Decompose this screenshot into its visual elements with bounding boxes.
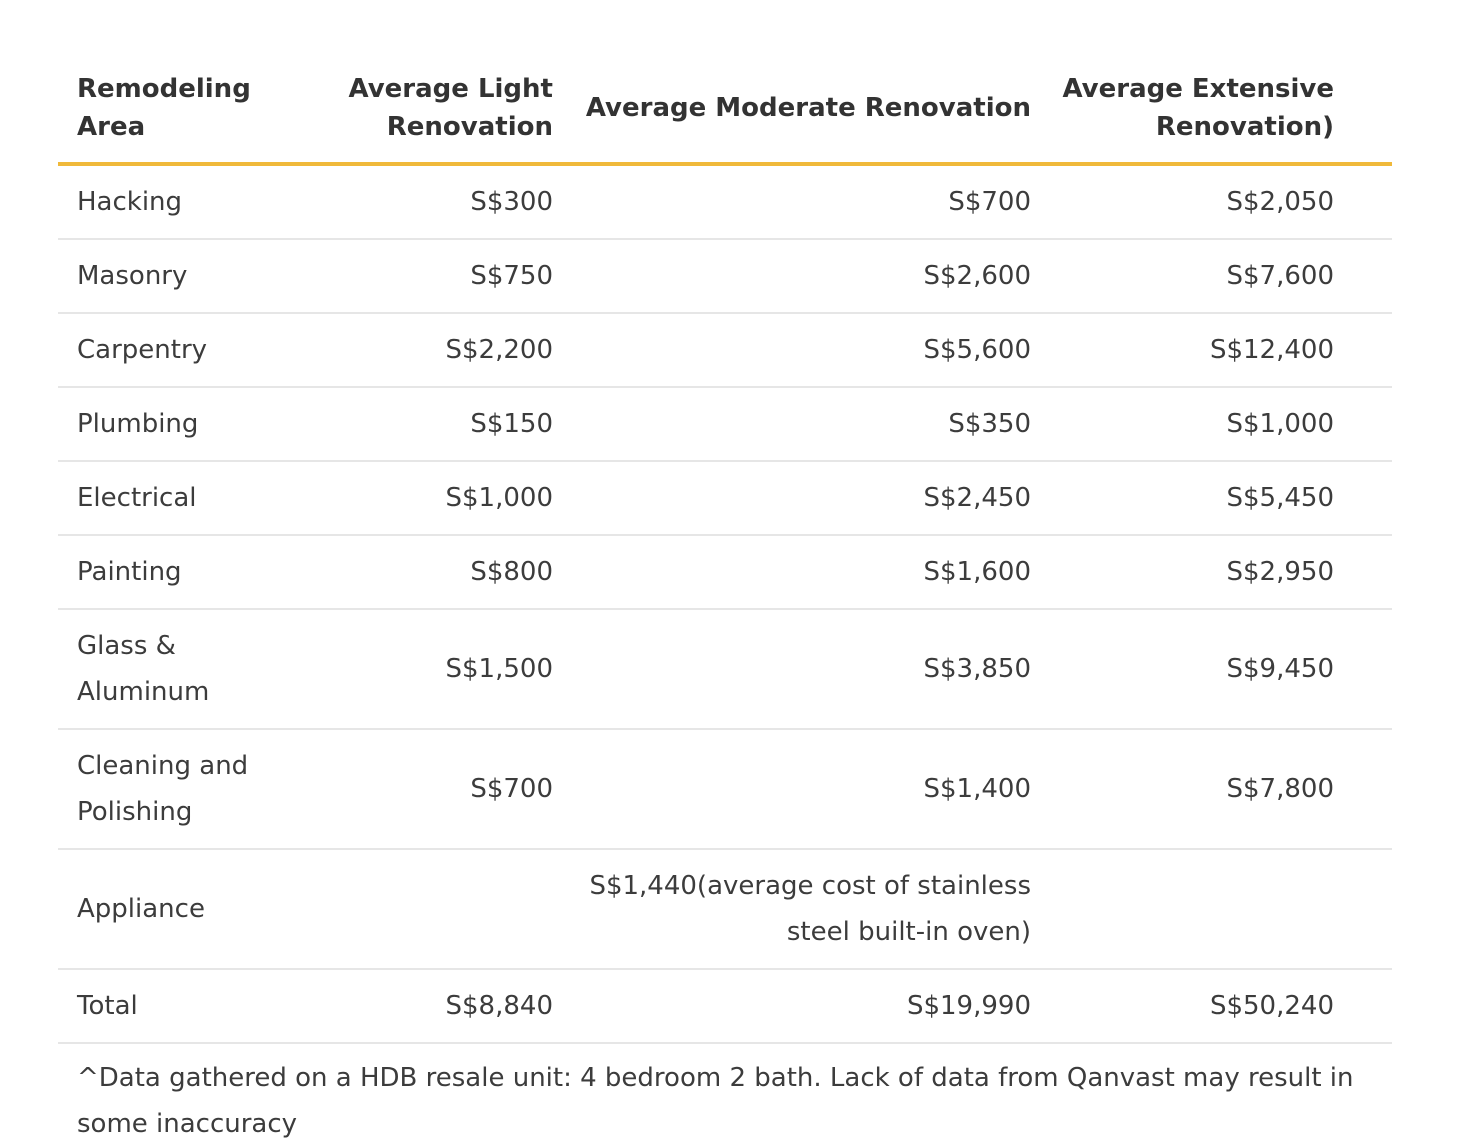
row-light-cost: S$300 <box>278 164 553 240</box>
row-area: Masonry <box>58 239 278 314</box>
row-extensive-cost: S$50,240 <box>1031 969 1392 1044</box>
row-moderate-cost: S$2,600 <box>553 239 1031 314</box>
table-row: Cleaning and Polishing S$700 S$1,400 S$7… <box>58 729 1392 850</box>
row-extensive-cost: S$7,600 <box>1031 239 1392 314</box>
row-moderate-cost: S$1,600 <box>553 535 1031 610</box>
table-row: Electrical S$1,000 S$2,450 S$5,450 <box>58 461 1392 536</box>
row-area: Carpentry <box>58 313 278 388</box>
row-light-cost: S$1,500 <box>278 609 553 730</box>
row-moderate-cost: S$2,450 <box>553 461 1031 536</box>
header-extensive-renovation: Average Extensive Renovation) <box>1062 74 1334 142</box>
row-extensive-cost: S$1,000 <box>1031 387 1392 462</box>
row-moderate-cost: S$350 <box>553 387 1031 462</box>
row-area: Glass & Aluminum <box>58 609 278 730</box>
row-light-cost: S$8,840 <box>278 969 553 1044</box>
header-moderate-renovation: Average Moderate Renovation <box>585 93 1031 123</box>
table-row: Masonry S$750 S$2,600 S$7,600 <box>58 239 1392 314</box>
table-row: Appliance S$1,440(average cost of stainl… <box>58 849 1392 970</box>
table-row: Plumbing S$150 S$350 S$1,000 <box>58 387 1392 462</box>
row-light-cost: S$1,000 <box>278 461 553 536</box>
row-light-cost: S$2,200 <box>278 313 553 388</box>
table-row: Painting S$800 S$1,600 S$2,950 <box>58 535 1392 610</box>
row-light-cost: S$800 <box>278 535 553 610</box>
row-moderate-cost: S$1,440(average cost of stainless steel … <box>553 849 1031 970</box>
row-area: Electrical <box>58 461 278 536</box>
table-row: Carpentry S$2,200 S$5,600 S$12,400 <box>58 313 1392 388</box>
row-area: Total <box>58 969 278 1044</box>
row-extensive-cost: S$9,450 <box>1031 609 1392 730</box>
row-light-cost: S$750 <box>278 239 553 314</box>
header-remodeling-area: Remodeling Area <box>77 74 251 142</box>
table-footnote: ^Data gathered on a HDB resale unit: 4 b… <box>77 1063 1354 1139</box>
row-moderate-cost: S$3,850 <box>553 609 1031 730</box>
row-moderate-cost: S$700 <box>553 164 1031 240</box>
table-header-row: Remodeling Area Average Light Renovation… <box>58 52 1392 164</box>
row-extensive-cost <box>1031 849 1392 970</box>
table-row: Hacking S$300 S$700 S$2,050 <box>58 164 1392 240</box>
row-extensive-cost: S$5,450 <box>1031 461 1392 536</box>
row-moderate-cost: S$19,990 <box>553 969 1031 1044</box>
table-row: Total S$8,840 S$19,990 S$50,240 <box>58 969 1392 1044</box>
table-row: Glass & Aluminum S$1,500 S$3,850 S$9,450 <box>58 609 1392 730</box>
row-moderate-cost: S$5,600 <box>553 313 1031 388</box>
row-light-cost <box>278 849 553 970</box>
row-area: Painting <box>58 535 278 610</box>
row-extensive-cost: S$7,800 <box>1031 729 1392 850</box>
row-area: Hacking <box>58 164 278 240</box>
row-extensive-cost: S$12,400 <box>1031 313 1392 388</box>
row-light-cost: S$150 <box>278 387 553 462</box>
row-area: Plumbing <box>58 387 278 462</box>
renovation-cost-table: Remodeling Area Average Light Renovation… <box>58 52 1392 1044</box>
row-extensive-cost: S$2,950 <box>1031 535 1392 610</box>
header-light-renovation: Average Light Renovation <box>348 74 553 142</box>
row-moderate-cost: S$1,400 <box>553 729 1031 850</box>
row-area: Cleaning and Polishing <box>58 729 278 850</box>
renovation-cost-table-container: Remodeling Area Average Light Renovation… <box>58 52 1392 1044</box>
row-area: Appliance <box>58 849 278 970</box>
row-light-cost: S$700 <box>278 729 553 850</box>
row-extensive-cost: S$2,050 <box>1031 164 1392 240</box>
